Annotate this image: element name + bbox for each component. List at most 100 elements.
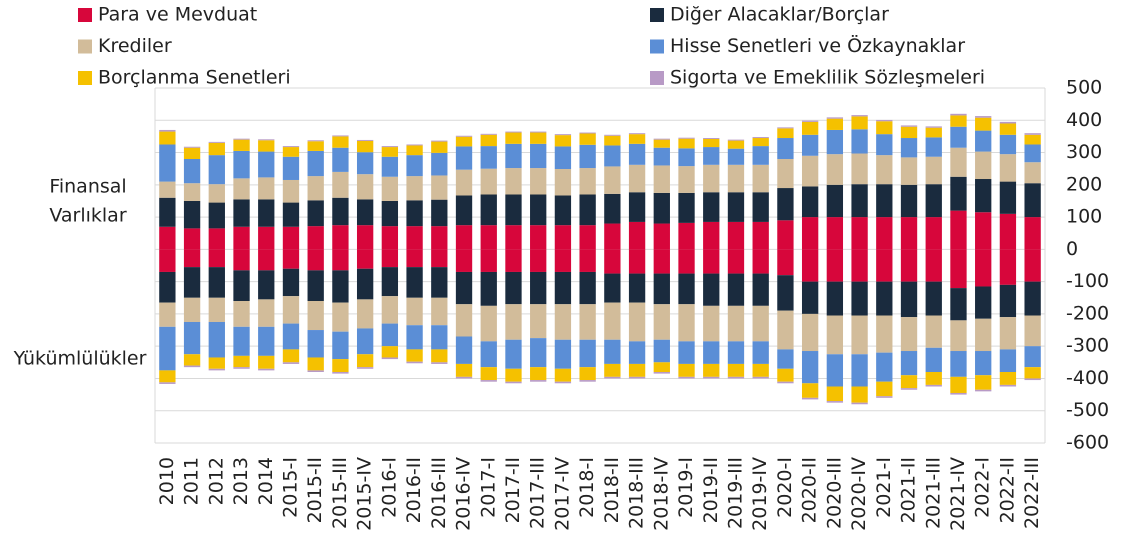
bar-segment [282, 268, 300, 297]
bar-segment [159, 129, 176, 132]
bar-segment [233, 326, 250, 356]
bar-segment [851, 386, 868, 403]
x-tick-label: 2012 [205, 457, 227, 505]
bar-segment [480, 168, 497, 195]
bar-segment [159, 144, 176, 182]
bar-segment [208, 228, 225, 250]
y-tick-label: -500 [1066, 399, 1109, 421]
bar-segment [628, 363, 646, 377]
bar-segment [455, 146, 473, 170]
bar-segment [727, 221, 745, 250]
bar-segment [406, 145, 423, 156]
bar-segment [307, 370, 324, 372]
x-tick-label: 2015-II [304, 457, 326, 523]
bar-segment [258, 368, 275, 371]
bar-segment [950, 249, 967, 289]
bar-segment [431, 140, 448, 142]
x-tick-label: 2010 [156, 457, 178, 505]
bar-segment [752, 138, 769, 147]
bar-segment [554, 195, 572, 226]
bar-segment [282, 323, 300, 350]
bar-segment [183, 321, 201, 355]
bar-segment [406, 325, 423, 350]
bar-segment [1024, 183, 1041, 218]
legend-swatch [78, 71, 92, 85]
bar-segment [332, 147, 349, 172]
bar-segment [208, 321, 225, 358]
bar-segment [999, 384, 1017, 387]
bar-segment [777, 349, 794, 369]
x-tick-label: 2020-II [799, 457, 821, 523]
bar-segment [183, 249, 201, 268]
bar-segment [628, 134, 646, 144]
bar-segment [975, 116, 992, 118]
bar-segment [1024, 367, 1041, 379]
bar-segment [1024, 144, 1041, 163]
bar-segment [332, 331, 349, 360]
bar-segment [307, 141, 324, 151]
bar-segment [356, 225, 374, 250]
x-tick-label: 2020-III [823, 457, 845, 529]
x-tick-label: 2016-IV [453, 457, 475, 531]
bar-segment [950, 210, 967, 250]
bar-segment [801, 397, 819, 400]
bar-segment [826, 354, 844, 387]
bar-segment [356, 199, 374, 226]
bar-segment [604, 135, 621, 146]
bar-segment [183, 354, 201, 366]
x-tick-label: 2014 [255, 457, 277, 505]
bar-segment [925, 281, 942, 316]
bar-segment [604, 273, 621, 303]
bar-segment [480, 146, 497, 169]
bar-segment [876, 119, 893, 122]
annotation: Finansal [49, 176, 126, 198]
bar-segment [628, 341, 646, 364]
bar-segment [727, 376, 745, 379]
bar-segment [900, 317, 918, 352]
bar-segment [851, 116, 868, 130]
bar-segment [628, 133, 646, 135]
bar-segment [876, 315, 893, 353]
bar-segment [900, 249, 918, 282]
x-tick-label: 2017-I [477, 457, 499, 518]
bar-segment [999, 349, 1017, 372]
bar-segment [381, 200, 399, 227]
bar-segment [727, 305, 745, 342]
bar-segment [455, 169, 473, 196]
bar-segment [678, 192, 695, 223]
bar-segment [530, 194, 547, 226]
bar-segment [258, 355, 275, 369]
bar-segment [233, 226, 250, 250]
bar-segment [851, 129, 868, 154]
bar-segment [678, 363, 695, 377]
bar-segment [530, 225, 547, 250]
bar-segment [356, 328, 374, 355]
bar-segment [579, 249, 596, 272]
bar-segment [233, 178, 250, 200]
bar-segment [381, 249, 399, 268]
bar-segment [653, 249, 670, 274]
bar-segment [900, 388, 918, 390]
bar-segment [455, 195, 473, 226]
bar-segment [554, 271, 572, 305]
x-tick-label: 2015-III [329, 457, 351, 529]
bar-segment [480, 380, 497, 382]
bar-segment [258, 226, 275, 250]
bar-segment [579, 367, 596, 381]
bar-segment [258, 270, 275, 300]
bar-segment [900, 126, 918, 139]
bar-segment [406, 200, 423, 227]
bar-segment [282, 296, 300, 324]
bar-segment [381, 226, 399, 250]
bar-segment [925, 127, 942, 138]
y-tick-label: -300 [1066, 335, 1109, 357]
bar-segment [208, 155, 225, 185]
bar-segment [826, 315, 844, 355]
bar-segment [999, 154, 1017, 182]
x-tick-label: 2022-III [1021, 457, 1043, 529]
bar-segment [975, 389, 992, 392]
bar-segment [579, 144, 596, 169]
bar-segment [826, 249, 844, 282]
bar-segment [307, 249, 324, 271]
